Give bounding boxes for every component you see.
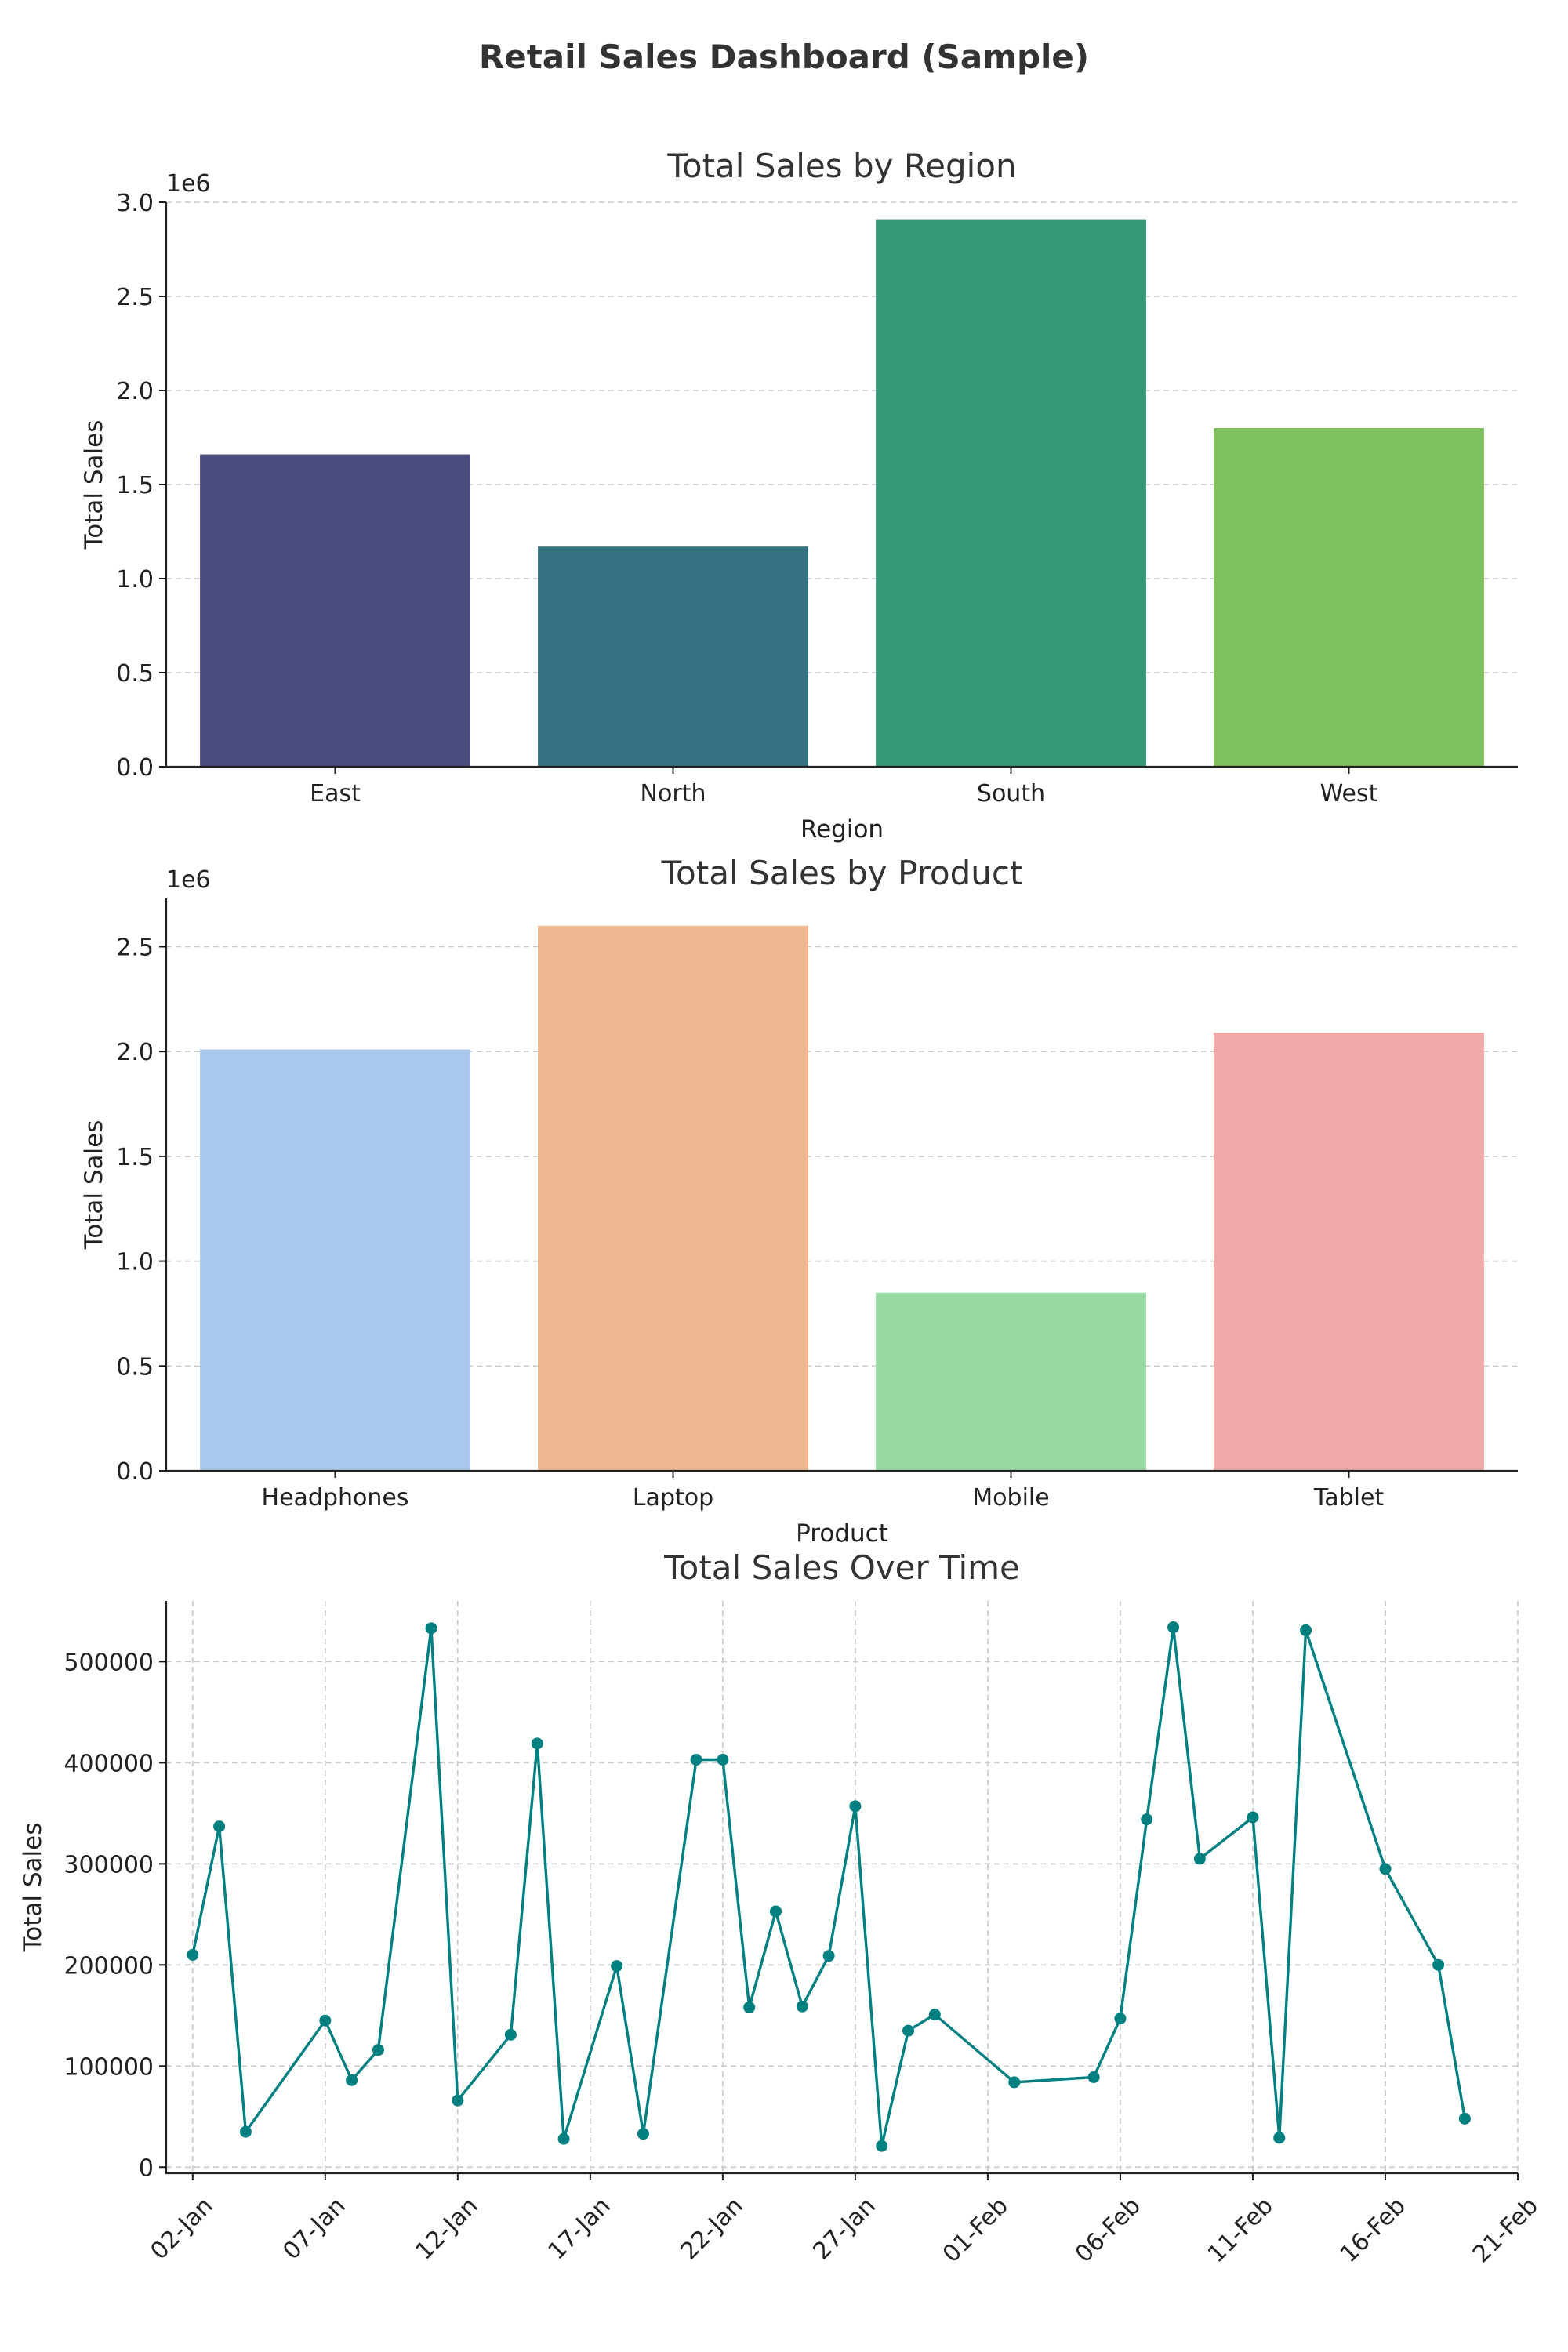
data-point bbox=[1432, 1959, 1444, 1971]
x-tick-label: 02-Jan bbox=[145, 2192, 218, 2265]
data-point bbox=[770, 1905, 782, 1917]
y-tick-label: 0 bbox=[139, 2154, 154, 2182]
chart-title: Total Sales by Region bbox=[666, 147, 1016, 185]
y-tick-label: 1.0 bbox=[116, 1249, 154, 1276]
x-tick-label: 06-Feb bbox=[1070, 2192, 1146, 2268]
y-tick-label: 2.5 bbox=[116, 935, 154, 962]
x-tick-label: 16-Feb bbox=[1335, 2192, 1411, 2268]
data-point bbox=[372, 2044, 384, 2056]
y-axis-label: Total Sales bbox=[80, 420, 108, 550]
data-point bbox=[452, 2095, 463, 2107]
x-tick-label: 27-Jan bbox=[808, 2192, 881, 2265]
x-tick-label: 17-Jan bbox=[543, 2192, 616, 2265]
data-point bbox=[1114, 2013, 1126, 2024]
data-point bbox=[1141, 1813, 1152, 1825]
data-point bbox=[743, 2002, 755, 2013]
data-point bbox=[558, 2133, 570, 2145]
bar-west bbox=[1214, 428, 1484, 767]
x-tick-label: West bbox=[1320, 780, 1378, 808]
data-point bbox=[346, 2074, 358, 2086]
y-axis-label: Total Sales bbox=[19, 1823, 47, 1953]
data-point bbox=[1459, 2113, 1471, 2125]
region-bar-chart: Total Sales by Region East North South West 0… bbox=[0, 0, 1568, 847]
bar-north bbox=[538, 546, 808, 767]
data-point bbox=[1300, 1624, 1312, 1636]
y-tick-label: 3.0 bbox=[116, 190, 154, 217]
y-offset-label: 1e6 bbox=[166, 170, 211, 198]
bar-east bbox=[200, 455, 470, 767]
bar-headphones bbox=[200, 1050, 470, 1471]
y-tick-label: 1.5 bbox=[116, 472, 154, 499]
data-point bbox=[611, 1960, 622, 1972]
product-bar-chart: Total Sales by Product Headphones Laptop Mo… bbox=[0, 847, 1568, 1552]
y-tick-label: 0.0 bbox=[116, 1458, 154, 1486]
x-tick-label: Laptop bbox=[633, 1484, 713, 1512]
data-point bbox=[717, 1754, 728, 1766]
data-point bbox=[532, 1737, 543, 1749]
x-axis-label: Product bbox=[796, 1519, 888, 1548]
data-point bbox=[426, 1622, 437, 1634]
x-tick-label: 07-Jan bbox=[278, 2192, 350, 2265]
sales-line bbox=[193, 1628, 1465, 2147]
data-point bbox=[691, 1754, 702, 1766]
x-tick-label: North bbox=[641, 780, 706, 808]
x-axis-label: Region bbox=[800, 815, 884, 844]
data-point bbox=[319, 2015, 331, 2027]
x-tick-label: 01-Feb bbox=[938, 2192, 1014, 2268]
x-tick-label: East bbox=[310, 780, 361, 808]
y-tick-label: 1.0 bbox=[116, 566, 154, 593]
x-tick-label: 12-Jan bbox=[410, 2192, 483, 2265]
data-point bbox=[1194, 1853, 1206, 1864]
y-tick-label: 100000 bbox=[64, 2053, 154, 2081]
y-tick-label: 2.5 bbox=[116, 284, 154, 311]
bar-south bbox=[876, 220, 1146, 767]
y-tick-label: 400000 bbox=[64, 1750, 154, 1777]
data-point bbox=[929, 2009, 941, 2020]
x-tick-label: Headphones bbox=[262, 1484, 409, 1512]
data-point bbox=[1379, 1863, 1391, 1875]
y-tick-label: 2.0 bbox=[116, 1039, 154, 1066]
x-tick-label: Mobile bbox=[972, 1484, 1049, 1512]
y-tick-label: 300000 bbox=[64, 1851, 154, 1878]
data-point bbox=[823, 1950, 835, 1962]
data-point bbox=[797, 2001, 808, 2013]
data-point bbox=[902, 2025, 914, 2037]
x-tick-label: 21-Feb bbox=[1468, 2192, 1544, 2268]
data-point bbox=[876, 2140, 887, 2152]
data-point bbox=[213, 1820, 225, 1832]
data-point bbox=[1167, 1621, 1179, 1633]
data-point bbox=[637, 2128, 649, 2140]
data-point bbox=[1247, 1812, 1258, 1824]
y-tick-label: 0.5 bbox=[116, 660, 154, 688]
chart-title: Total Sales Over Time bbox=[663, 1548, 1020, 1587]
data-point bbox=[240, 2126, 252, 2138]
chart-title: Total Sales by Product bbox=[661, 854, 1023, 892]
data-point bbox=[1008, 2076, 1020, 2088]
y-tick-label: 1.5 bbox=[116, 1144, 154, 1171]
data-point bbox=[849, 1800, 861, 1812]
y-tick-label: 200000 bbox=[64, 1952, 154, 1980]
data-point bbox=[505, 2029, 517, 2041]
data-point bbox=[1273, 2132, 1285, 2143]
y-tick-label: 0.0 bbox=[116, 754, 154, 782]
sales-over-time-line-chart: Total Sales Over Time0100000200000300000… bbox=[0, 1552, 1568, 2352]
data-point bbox=[187, 1949, 198, 1961]
data-point bbox=[1088, 2071, 1100, 2083]
x-tick-label: 22-Jan bbox=[676, 2192, 749, 2265]
x-tick-label: South bbox=[977, 780, 1045, 808]
y-offset-label: 1e6 bbox=[166, 866, 211, 894]
y-axis-label: Total Sales bbox=[80, 1120, 108, 1250]
bar-tablet bbox=[1214, 1033, 1484, 1471]
x-tick-label: 11-Feb bbox=[1203, 2192, 1279, 2268]
y-tick-label: 500000 bbox=[64, 1649, 154, 1676]
bar-laptop bbox=[538, 926, 808, 1471]
bar-mobile bbox=[876, 1293, 1146, 1471]
x-tick-label: Tablet bbox=[1313, 1484, 1385, 1512]
y-tick-label: 2.0 bbox=[116, 378, 154, 405]
y-tick-label: 0.5 bbox=[116, 1353, 154, 1381]
